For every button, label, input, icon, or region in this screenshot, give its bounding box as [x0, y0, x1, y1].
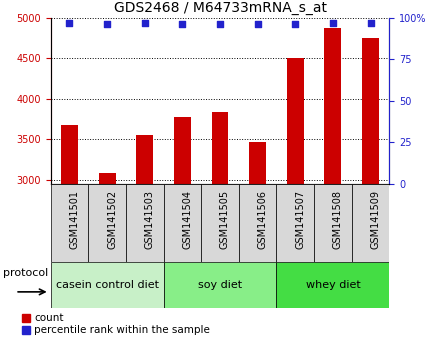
Bar [164, 184, 201, 262]
Point [330, 20, 337, 25]
Text: GSM141505: GSM141505 [220, 190, 230, 250]
Bar [201, 184, 239, 262]
Text: GSM141502: GSM141502 [107, 190, 117, 250]
Bar [51, 262, 164, 308]
Text: GSM141501: GSM141501 [70, 190, 80, 249]
Legend: count, percentile rank within the sample: count, percentile rank within the sample [22, 313, 210, 335]
Text: GSM141503: GSM141503 [145, 190, 155, 249]
Point [254, 22, 261, 27]
Bar [88, 184, 126, 262]
Text: soy diet: soy diet [198, 280, 242, 290]
Bar [352, 184, 389, 262]
Point [141, 20, 148, 25]
Text: GSM141506: GSM141506 [258, 190, 268, 249]
Bar [287, 58, 304, 184]
Text: GSM141509: GSM141509 [370, 190, 381, 249]
Bar [276, 184, 314, 262]
Point [179, 22, 186, 27]
Point [103, 22, 110, 27]
Bar [362, 38, 379, 184]
Bar [212, 112, 228, 184]
Bar [126, 184, 164, 262]
Bar [61, 125, 78, 184]
Point [292, 22, 299, 27]
Bar [249, 142, 266, 184]
Bar [174, 117, 191, 184]
Text: casein control diet: casein control diet [55, 280, 158, 290]
Text: protocol: protocol [3, 268, 48, 279]
Text: GSM141508: GSM141508 [333, 190, 343, 249]
Bar [51, 184, 88, 262]
Bar [239, 184, 276, 262]
Bar [164, 262, 276, 308]
Text: GSM141507: GSM141507 [295, 190, 305, 250]
Bar [314, 184, 352, 262]
Text: GSM141504: GSM141504 [182, 190, 192, 249]
Bar [136, 135, 153, 184]
Point [66, 20, 73, 25]
Bar [324, 28, 341, 184]
Point [367, 20, 374, 25]
Text: whey diet: whey diet [305, 280, 360, 290]
Bar [276, 262, 389, 308]
Bar [99, 173, 116, 184]
Point [216, 22, 224, 27]
Title: GDS2468 / M64733mRNA_s_at: GDS2468 / M64733mRNA_s_at [114, 1, 326, 15]
